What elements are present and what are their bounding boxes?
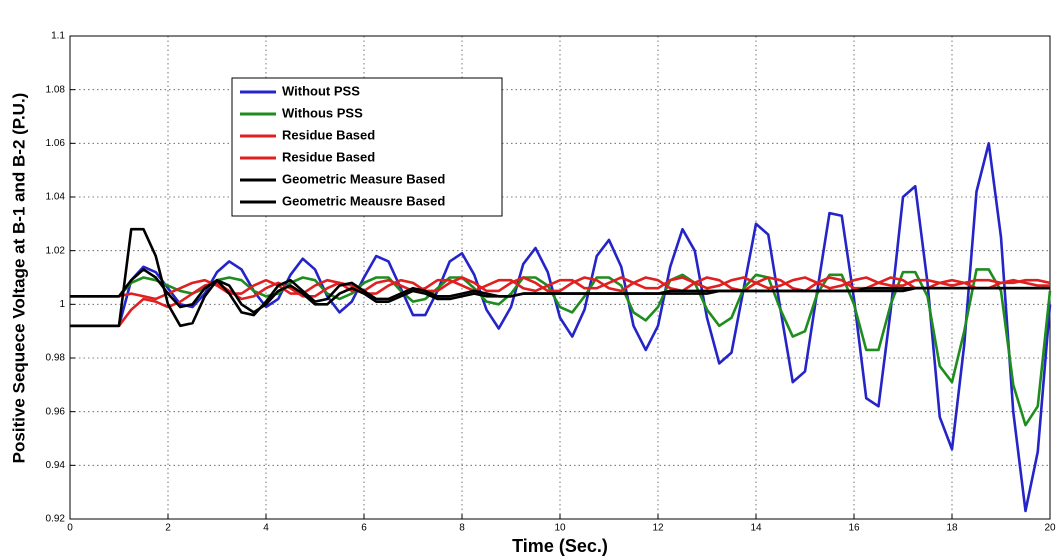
legend-label: Residue Based <box>282 149 375 164</box>
y-tick-label: 0.92 <box>46 514 66 525</box>
x-tick-label: 6 <box>361 523 367 534</box>
legend-label: Withous PSS <box>282 105 363 120</box>
series-line <box>70 268 1052 427</box>
x-tick-label: 0 <box>67 523 73 534</box>
x-tick-label: 2 <box>165 523 171 534</box>
y-tick-label: 1.06 <box>46 138 66 149</box>
y-tick-label: 1.08 <box>46 84 66 95</box>
legend-label: Geometric Meausre Based <box>282 193 445 208</box>
x-tick-label: 4 <box>263 523 269 534</box>
legend-label: Without PSS <box>282 83 360 98</box>
x-tick-label: 12 <box>652 523 664 534</box>
x-tick-label: 20 <box>1044 523 1056 534</box>
y-tick-label: 0.98 <box>46 353 66 364</box>
y-tick-label: 1.02 <box>46 245 66 256</box>
y-tick-label: 1.1 <box>51 31 65 42</box>
y-tick-label: 0.94 <box>46 460 66 471</box>
legend-label: Residue Based <box>282 127 375 142</box>
series-line <box>70 142 1052 513</box>
x-tick-label: 8 <box>459 523 465 534</box>
legend-box <box>231 77 503 217</box>
y-tick-label: 0.96 <box>46 406 66 417</box>
x-axis-label: Time (Sec.) <box>512 536 608 556</box>
y-tick-label: 1 <box>59 299 65 310</box>
x-tick-label: 10 <box>554 523 566 534</box>
series-line <box>70 268 1050 317</box>
x-tick-label: 14 <box>750 523 762 534</box>
x-tick-label: 16 <box>848 523 860 534</box>
y-axis-label: Positive Sequece Voltage at B-1 and B-2 … <box>9 93 28 464</box>
y-tick-label: 1.04 <box>46 192 66 203</box>
legend-label: Geometric Measure Based <box>282 171 445 186</box>
plot-frame <box>69 35 1051 520</box>
x-tick-label: 18 <box>946 523 958 534</box>
